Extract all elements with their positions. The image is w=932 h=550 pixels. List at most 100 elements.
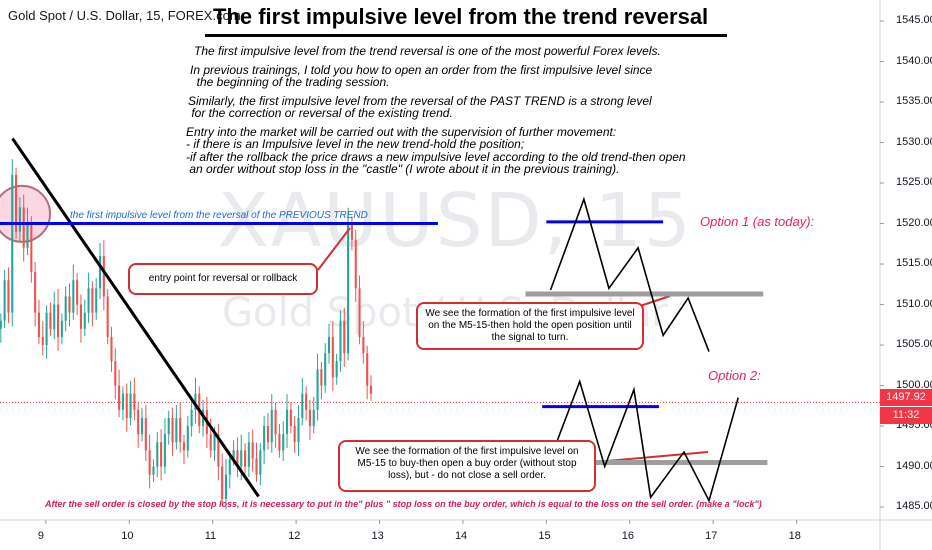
candle-body (114, 361, 117, 386)
option1-label: Option 1 (as today): (700, 214, 815, 229)
candle-body (76, 280, 79, 305)
candle-body (236, 450, 239, 467)
candle-body (26, 223, 29, 248)
candle-body (190, 409, 193, 427)
candle-body (56, 304, 60, 337)
candle-body (182, 442, 186, 451)
title-underline (205, 34, 727, 37)
candle-body (186, 426, 189, 451)
candle-body (102, 255, 105, 297)
candle-body (72, 280, 75, 313)
candle-body (3, 280, 6, 321)
description-paragraph-2: In previous trainings, I told you how to… (190, 62, 653, 89)
time-tick-label: 14 (454, 530, 468, 542)
candle-body (217, 434, 220, 467)
footer-note: After the sell order is closed by the st… (45, 499, 762, 509)
price-tick-label: 1535.00 (896, 95, 932, 108)
time-tick-label: 9 (37, 530, 44, 542)
candle-body (308, 409, 311, 427)
candle-body (266, 426, 270, 443)
candle-body (22, 207, 25, 248)
entry-callout-pointer (317, 227, 351, 271)
candle-body (354, 239, 357, 289)
main-title: The first impulsive level from the trend… (213, 4, 709, 29)
candle-body (347, 223, 350, 354)
candle-body (79, 304, 82, 329)
candle-body (339, 320, 342, 362)
candle-body (171, 417, 174, 443)
candle-body (312, 409, 315, 427)
time-tick-label: 18 (788, 530, 801, 542)
price-tick-label: 1500.00 (896, 378, 932, 391)
candle-body (244, 450, 247, 467)
candle-body (30, 223, 33, 273)
price-tick-label: 1540.00 (896, 54, 932, 67)
candle-body (293, 426, 296, 443)
description-paragraph-4: Entry into the market will be carried ou… (186, 124, 686, 176)
candle-body (324, 353, 327, 386)
candle-body (137, 409, 140, 435)
description-paragraph-3: Similarly, the first impulsive level fro… (188, 93, 652, 120)
current-price-tag: 1497.92 (880, 389, 932, 406)
candle-body (152, 466, 155, 475)
candle-body (335, 361, 338, 378)
candle-body (18, 207, 21, 232)
candle-body (121, 393, 124, 410)
candle-body (343, 320, 346, 354)
time-tick-label: 16 (621, 530, 634, 542)
candle-body (34, 272, 37, 313)
candle-body (263, 426, 266, 451)
option2-callout: We see the formation of the first impuls… (338, 440, 596, 492)
candle-body (270, 409, 273, 443)
description-text: The first impulsive level from the trend… (186, 45, 786, 182)
candle-body (87, 288, 90, 313)
time-tick-label: 10 (121, 530, 134, 542)
candle-body (213, 434, 216, 451)
candle-body (251, 442, 254, 459)
candle-body (224, 474, 228, 499)
candle-body (358, 288, 361, 337)
countdown-tag: 11:32 (880, 407, 932, 424)
symbol-title[interactable]: Gold Spot / U.S. Dollar, 15, FOREX.com (8, 8, 241, 23)
candle-body (194, 393, 197, 410)
candle-body (68, 296, 71, 313)
candle-body (148, 450, 151, 475)
candle-body (118, 385, 121, 410)
candle-body (98, 255, 102, 289)
candle-body (95, 288, 98, 313)
time-tick-label: 15 (538, 530, 551, 542)
candle-body (129, 393, 132, 418)
candle-body (282, 434, 285, 451)
time-tick-label: 13 (371, 530, 384, 542)
candle-body (60, 320, 63, 337)
candle-body (316, 369, 319, 410)
option1-callout: We see the formation of the first impuls… (416, 302, 644, 350)
candle-body (160, 442, 163, 467)
blue-level-label: the first impulsive level from the rever… (70, 210, 368, 221)
candle-body (209, 434, 212, 451)
candle-body (110, 336, 113, 362)
candle-body (175, 417, 178, 443)
candle-body (125, 393, 128, 418)
candle-body (41, 336, 44, 346)
candle-body (37, 312, 41, 337)
entry-point-callout: entry point for reversal or rollback (128, 263, 318, 295)
price-tick-label: 1515.00 (896, 257, 932, 270)
option2-label: Option 2: (708, 368, 761, 383)
candle-body (369, 385, 373, 394)
candle-body (156, 442, 159, 467)
time-tick-label: 12 (288, 530, 301, 542)
candle-body (49, 312, 52, 329)
candle-body (285, 409, 289, 435)
candle-body (305, 393, 308, 410)
candle-body (278, 434, 281, 451)
candle-body (247, 442, 250, 467)
time-tick-label: 11 (204, 530, 217, 542)
price-tick-label: 1485.00 (896, 500, 932, 513)
price-tick-label: 1525.00 (896, 176, 932, 189)
candle-body (240, 450, 243, 467)
price-tick-label: 1530.00 (896, 135, 932, 148)
candle-body (144, 417, 147, 451)
